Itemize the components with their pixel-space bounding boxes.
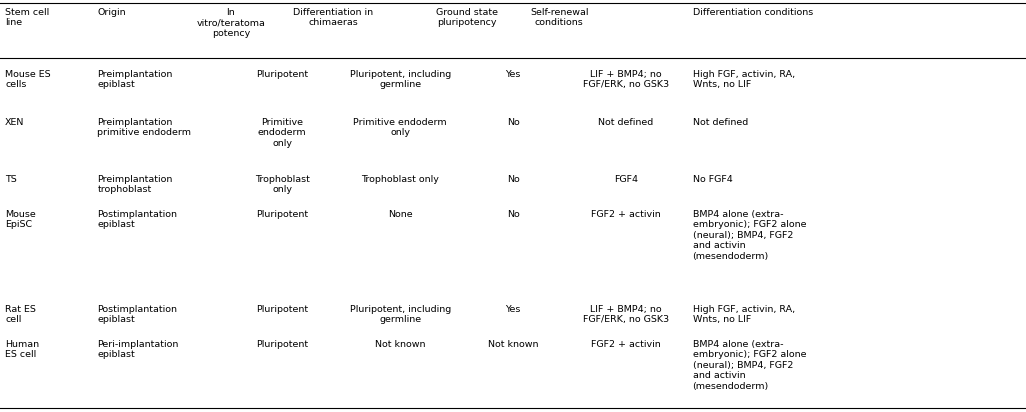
Text: Postimplantation
epiblast: Postimplantation epiblast	[97, 210, 177, 229]
Text: BMP4 alone (extra-
embryonic); FGF2 alone
(neural); BMP4, FGF2
and activin
(mese: BMP4 alone (extra- embryonic); FGF2 alon…	[693, 210, 806, 261]
Text: Yes: Yes	[506, 305, 520, 314]
Text: No: No	[507, 118, 519, 127]
Text: Trophoblast only: Trophoblast only	[361, 175, 439, 184]
Text: Not known: Not known	[374, 340, 426, 349]
Text: Preimplantation
trophoblast: Preimplantation trophoblast	[97, 175, 172, 194]
Text: Not defined: Not defined	[693, 118, 748, 127]
Text: XEN: XEN	[5, 118, 25, 127]
Text: No FGF4: No FGF4	[693, 175, 733, 184]
Text: BMP4 alone (extra-
embryonic); FGF2 alone
(neural); BMP4, FGF2
and activin
(mese: BMP4 alone (extra- embryonic); FGF2 alon…	[693, 340, 806, 391]
Text: Trophoblast
only: Trophoblast only	[254, 175, 310, 194]
Text: TS: TS	[5, 175, 16, 184]
Text: Yes: Yes	[506, 70, 520, 79]
Text: Human
ES cell: Human ES cell	[5, 340, 39, 359]
Text: LIF + BMP4; no
FGF/ERK, no GSK3: LIF + BMP4; no FGF/ERK, no GSK3	[583, 70, 669, 89]
Text: Differentiation in
chimaeras: Differentiation in chimaeras	[293, 8, 373, 28]
Text: In
vitro/teratoma
potency: In vitro/teratoma potency	[196, 8, 266, 38]
Text: FGF4: FGF4	[614, 175, 638, 184]
Text: Mouse ES
cells: Mouse ES cells	[5, 70, 50, 89]
Text: Preimplantation
primitive endoderm: Preimplantation primitive endoderm	[97, 118, 192, 137]
Text: Pluripotent: Pluripotent	[256, 70, 308, 79]
Text: Not known: Not known	[487, 340, 539, 349]
Text: Peri-implantation
epiblast: Peri-implantation epiblast	[97, 340, 179, 359]
Text: Preimplantation
epiblast: Preimplantation epiblast	[97, 70, 172, 89]
Text: Pluripotent: Pluripotent	[256, 210, 308, 219]
Text: Pluripotent, including
germline: Pluripotent, including germline	[350, 70, 450, 89]
Text: FGF2 + activin: FGF2 + activin	[591, 210, 661, 219]
Text: No: No	[507, 175, 519, 184]
Text: FGF2 + activin: FGF2 + activin	[591, 340, 661, 349]
Text: No: No	[507, 210, 519, 219]
Text: Primitive endoderm
only: Primitive endoderm only	[353, 118, 447, 137]
Text: Differentiation conditions: Differentiation conditions	[693, 8, 813, 17]
Text: Origin: Origin	[97, 8, 126, 17]
Text: Primitive
endoderm
only: Primitive endoderm only	[258, 118, 307, 148]
Text: Postimplantation
epiblast: Postimplantation epiblast	[97, 305, 177, 324]
Text: Mouse
EpiSC: Mouse EpiSC	[5, 210, 36, 229]
Text: None: None	[388, 210, 412, 219]
Text: Not defined: Not defined	[598, 118, 654, 127]
Text: Pluripotent: Pluripotent	[256, 340, 308, 349]
Text: Pluripotent: Pluripotent	[256, 305, 308, 314]
Text: LIF + BMP4; no
FGF/ERK, no GSK3: LIF + BMP4; no FGF/ERK, no GSK3	[583, 305, 669, 324]
Text: High FGF, activin, RA,
Wnts, no LIF: High FGF, activin, RA, Wnts, no LIF	[693, 70, 795, 89]
Text: High FGF, activin, RA,
Wnts, no LIF: High FGF, activin, RA, Wnts, no LIF	[693, 305, 795, 324]
Text: Ground state
pluripotency: Ground state pluripotency	[436, 8, 498, 28]
Text: Rat ES
cell: Rat ES cell	[5, 305, 36, 324]
Text: Self-renewal
conditions: Self-renewal conditions	[529, 8, 589, 28]
Text: Pluripotent, including
germline: Pluripotent, including germline	[350, 305, 450, 324]
Text: Stem cell
line: Stem cell line	[5, 8, 49, 28]
